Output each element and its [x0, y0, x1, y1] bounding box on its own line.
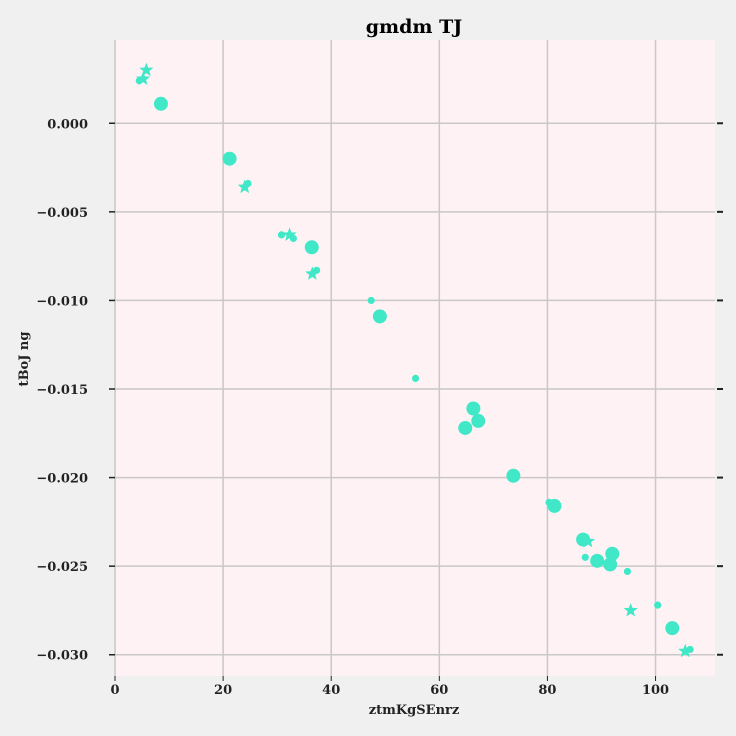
circle-marker [506, 468, 521, 483]
circle-marker [458, 420, 473, 435]
grid-lines [114, 40, 715, 676]
circle-marker [590, 553, 605, 568]
x-tick-label: 40 [322, 683, 340, 698]
x-tick-label: 100 [642, 683, 669, 698]
circle-marker [367, 296, 375, 305]
circle-marker [603, 557, 618, 572]
star-marker [282, 227, 297, 241]
star-marker [678, 643, 693, 658]
circle-marker [313, 266, 321, 274]
x-tick-label: 80 [538, 683, 556, 698]
circle-marker [372, 309, 387, 324]
y-tick-label: −0.030 [36, 649, 88, 664]
axis-ticks: 0 20 40 60 80 100 0.000 −0.005 −0.010 −0.015 −0.02… [36, 117, 723, 698]
star-marker [135, 71, 151, 86]
x-tick-label: 0 [110, 683, 119, 698]
circle-marker [623, 567, 632, 576]
x-axis-label: ztmKgSEnrz [369, 703, 460, 718]
circle-marker [244, 179, 252, 188]
y-tick-label: −0.010 [36, 294, 88, 309]
circle-marker [289, 234, 297, 243]
star-marker [139, 62, 154, 77]
circle-marker [222, 151, 237, 166]
plot-area [115, 40, 715, 676]
x-tick-label: 20 [214, 683, 232, 698]
y-axis-label: tBoJ ng [17, 332, 32, 387]
circle-marker [304, 240, 319, 255]
circle-marker [654, 601, 662, 609]
star-marker [580, 533, 596, 548]
circle-marker [153, 96, 168, 111]
y-tick-label: −0.020 [36, 472, 88, 487]
circle-marker [581, 553, 589, 561]
data-points [135, 62, 694, 658]
circle-marker [547, 498, 562, 513]
y-tick-label: −0.025 [36, 560, 88, 575]
y-tick-label: 0.000 [47, 117, 88, 132]
star-marker [305, 266, 320, 280]
circle-marker [411, 374, 420, 382]
star-marker [237, 179, 252, 194]
circle-marker [466, 401, 481, 416]
circle-marker [686, 645, 694, 654]
circle-marker [605, 546, 620, 561]
circle-marker [277, 231, 286, 239]
circle-marker [665, 621, 680, 636]
circle-marker [471, 413, 486, 428]
x-tick-label: 60 [430, 683, 448, 698]
star-marker [623, 602, 638, 617]
y-tick-label: −0.005 [36, 206, 88, 221]
chart-title: gmdm TJ [366, 16, 463, 38]
y-tick-label: −0.015 [36, 383, 88, 398]
